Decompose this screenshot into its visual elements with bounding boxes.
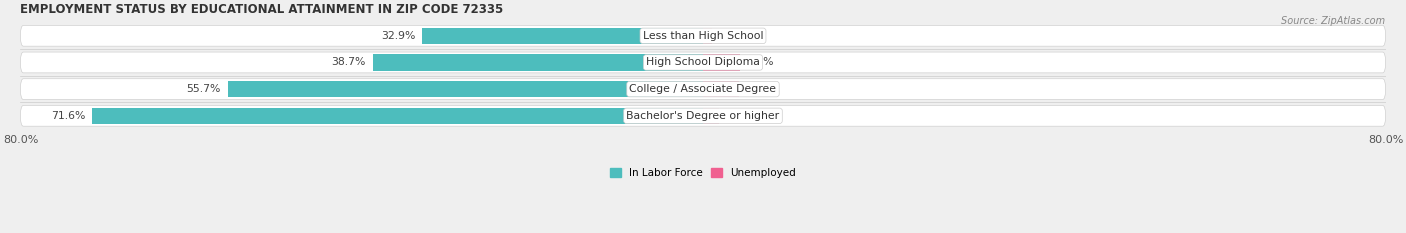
Text: 1.1%: 1.1%	[720, 31, 747, 41]
FancyBboxPatch shape	[21, 52, 1385, 73]
Text: 4.2%: 4.2%	[745, 84, 773, 94]
FancyBboxPatch shape	[21, 105, 1385, 126]
Legend: In Labor Force, Unemployed: In Labor Force, Unemployed	[606, 164, 800, 182]
Bar	[228, 81, 703, 97]
Text: 4.3%: 4.3%	[747, 58, 775, 68]
Bar	[422, 27, 703, 44]
Text: 71.6%: 71.6%	[51, 111, 86, 121]
Bar	[703, 54, 740, 71]
Bar	[373, 54, 703, 71]
Text: High School Diploma: High School Diploma	[647, 58, 759, 68]
Text: Bachelor's Degree or higher: Bachelor's Degree or higher	[627, 111, 779, 121]
Text: 32.9%: 32.9%	[381, 31, 416, 41]
Text: College / Associate Degree: College / Associate Degree	[630, 84, 776, 94]
Text: 38.7%: 38.7%	[332, 58, 366, 68]
Bar	[703, 108, 720, 124]
Bar	[703, 81, 738, 97]
Bar	[703, 27, 713, 44]
Text: 55.7%: 55.7%	[187, 84, 221, 94]
Text: 1.9%: 1.9%	[725, 111, 754, 121]
Text: Less than High School: Less than High School	[643, 31, 763, 41]
FancyBboxPatch shape	[21, 25, 1385, 46]
Text: EMPLOYMENT STATUS BY EDUCATIONAL ATTAINMENT IN ZIP CODE 72335: EMPLOYMENT STATUS BY EDUCATIONAL ATTAINM…	[21, 3, 503, 16]
FancyBboxPatch shape	[21, 79, 1385, 99]
Text: Source: ZipAtlas.com: Source: ZipAtlas.com	[1281, 16, 1385, 26]
Bar	[93, 108, 703, 124]
